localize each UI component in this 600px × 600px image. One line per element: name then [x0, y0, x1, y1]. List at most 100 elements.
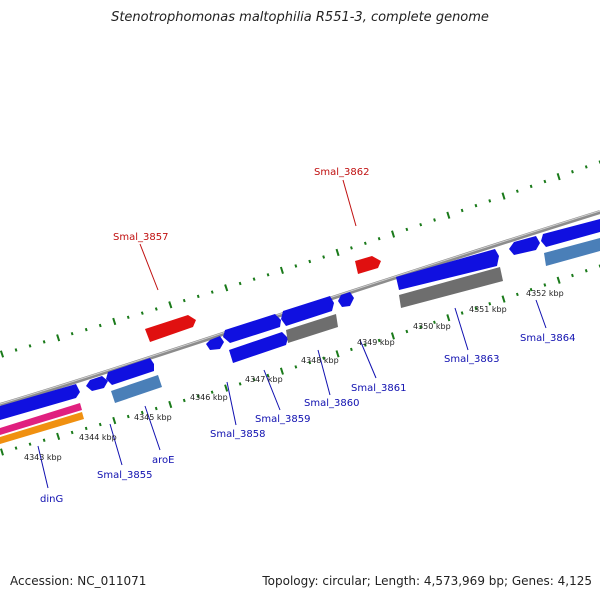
upper-rail-tick — [14, 348, 18, 352]
cds-small-arrow-4346[interactable] — [206, 336, 224, 350]
lower-rail-tick — [501, 295, 506, 303]
upper-rail-tick — [210, 290, 214, 294]
lower-rail-tick — [446, 314, 451, 322]
kbp-label: 4346 kbp — [190, 393, 228, 402]
gene-label-smal3857[interactable]: Smal_3857 — [113, 232, 168, 243]
lower-rail-tick — [56, 432, 61, 440]
upper-rail-tick — [294, 264, 298, 268]
gene-label-aroE[interactable]: aroE — [152, 455, 174, 466]
upper-rail-tick — [112, 317, 117, 326]
upper-rail-tick — [556, 173, 561, 181]
lower-rail-tick — [405, 329, 409, 334]
cds-smal3860[interactable] — [281, 296, 334, 326]
lower-rail-tick — [308, 360, 312, 365]
accession-text: Accession: NC_011071 — [10, 574, 147, 588]
gene-label-smal3863[interactable]: Smal_3863 — [444, 354, 499, 365]
cds-smal3864[interactable] — [541, 219, 600, 247]
gene-label-dinG[interactable]: dinG — [40, 494, 63, 505]
gene-label-smal3855[interactable]: Smal_3855 — [97, 470, 152, 481]
cds-dinG[interactable] — [0, 384, 80, 420]
lower-rail-tick — [543, 283, 547, 287]
cds-smal3857-red[interactable] — [145, 315, 196, 342]
upper-rail-tick — [405, 227, 409, 232]
gene-label-smal3859[interactable]: Smal_3859 — [255, 414, 310, 425]
gene-label-smal3861[interactable]: Smal_3861 — [351, 383, 406, 394]
leader-smal3858 — [226, 381, 237, 426]
upper-rail-tick — [419, 222, 423, 227]
leader-aroE — [144, 405, 161, 451]
lower-tick-rail — [0, 264, 600, 456]
upper-rail-tick — [70, 331, 74, 336]
cds-smal3858[interactable] — [223, 314, 281, 343]
gene-label-smal3862[interactable]: Smal_3862 — [314, 167, 369, 178]
lower-rail-tick — [70, 430, 74, 435]
lower-rail-tick — [112, 416, 117, 425]
lower-rail-tick — [238, 382, 242, 386]
upper-rail-tick — [126, 315, 130, 320]
kbp-label: 4350 kbp — [413, 322, 451, 331]
upper-rail-tick — [460, 208, 464, 213]
upper-rail-tick — [266, 273, 270, 277]
lower-rail-tick — [252, 377, 256, 382]
lower-rail-tick — [584, 269, 588, 273]
track-magenta — [0, 403, 82, 435]
leader-dinG — [37, 445, 49, 489]
leader-smal3857 — [139, 243, 159, 291]
upper-rail-tick — [42, 340, 46, 344]
lower-rail-tick — [294, 365, 298, 369]
lower-rail-tick — [322, 356, 326, 360]
gene-label-smal3864[interactable]: Smal_3864 — [520, 333, 575, 344]
upper-rail-tick — [182, 298, 186, 303]
lower-rail-tick — [140, 410, 144, 415]
cds-smal3859[interactable] — [229, 332, 288, 363]
upper-rail-tick — [446, 211, 451, 219]
lower-rail-tick — [168, 400, 173, 409]
lower-rail-tick — [154, 406, 158, 411]
cds-smal3855[interactable] — [86, 376, 108, 391]
scale-labels: 4343 kbp 4344 kbp 4345 kbp 4346 kbp 4347… — [24, 289, 564, 462]
lower-rail-tick — [0, 448, 4, 456]
upper-rail-tick — [0, 350, 5, 358]
lower-rail-tick — [84, 426, 88, 431]
upper-rail-tick — [224, 284, 229, 292]
kbp-label: 4349 kbp — [357, 338, 395, 347]
cds-aroE[interactable] — [106, 358, 154, 385]
cds-smal3861[interactable] — [338, 292, 354, 307]
pseudo-smal3863 — [399, 267, 503, 308]
upper-rail-tick — [28, 344, 32, 348]
map-title: Stenotrophomonas maltophilia R551-3, com… — [111, 10, 489, 25]
cds-smal3863[interactable] — [396, 249, 499, 290]
upper-rail-tick — [391, 230, 396, 238]
lower-rail-tick — [377, 338, 381, 343]
lower-rail-tick — [14, 446, 18, 450]
lower-rail-tick — [390, 332, 395, 340]
upper-rail-tick — [488, 199, 492, 203]
leader-smal3855 — [109, 423, 123, 466]
cds-small-arrow-4352[interactable] — [509, 236, 540, 255]
upper-rail-tick — [168, 301, 173, 309]
lower-rail-tick — [571, 273, 574, 278]
upper-rail-tick — [501, 192, 506, 200]
upper-rail-tick — [571, 170, 574, 174]
upper-rail-tick — [56, 334, 61, 342]
gene-label-smal3860[interactable]: Smal_3860 — [304, 398, 359, 409]
leader-smal3860 — [317, 349, 331, 396]
upper-rail-tick — [322, 255, 326, 259]
leader-smal3859 — [263, 369, 281, 411]
feature-track — [0, 219, 600, 444]
lower-rail-tick — [433, 320, 436, 325]
kbp-label: 4347 kbp — [245, 375, 283, 384]
kbp-label: 4343 kbp — [24, 453, 62, 462]
kbp-label: 4344 kbp — [79, 433, 117, 442]
cds-smal3862-red[interactable] — [355, 256, 381, 274]
lower-rail-tick — [335, 350, 340, 358]
gene-label-smal3858[interactable]: Smal_3858 — [210, 429, 265, 440]
rna-aroE-track — [111, 375, 162, 403]
lower-rail-tick — [488, 302, 492, 306]
lower-rail-tick — [182, 398, 186, 403]
lower-rail-tick — [279, 367, 284, 375]
kbp-label: 4345 kbp — [134, 413, 172, 422]
track-orange — [0, 412, 84, 444]
lower-rail-tick — [419, 325, 423, 329]
